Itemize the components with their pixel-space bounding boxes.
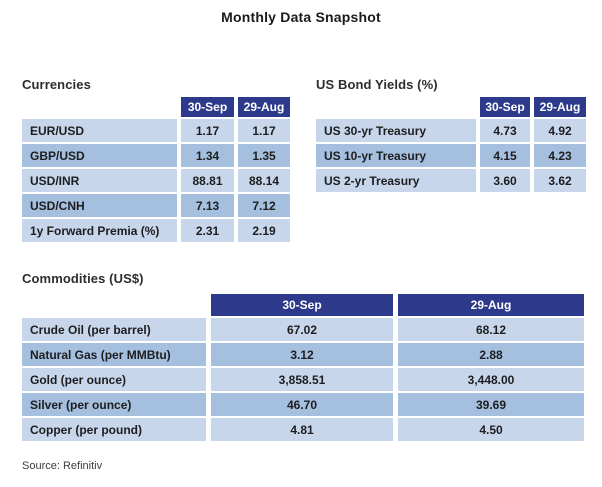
cell-value: 1.17: [181, 119, 234, 142]
cell-value: 4.73: [480, 119, 530, 142]
page-title: Monthly Data Snapshot: [221, 9, 381, 25]
row-label: US 10-yr Treasury: [316, 144, 476, 167]
cell-value: 68.12: [398, 318, 584, 341]
cell-value: 4.92: [534, 119, 586, 142]
commodities-corner-cell: [22, 294, 206, 316]
source-note: Source: Refinitiv: [22, 460, 103, 472]
row-label: EUR/USD: [22, 119, 177, 142]
row-label: Natural Gas (per MMBtu): [22, 343, 206, 366]
row-label: US 2-yr Treasury: [316, 169, 476, 192]
cell-value: 4.15: [480, 144, 530, 167]
row-label: US 30-yr Treasury: [316, 119, 476, 142]
currencies-section-label: Currencies: [22, 77, 91, 92]
cell-value: 3.62: [534, 169, 586, 192]
row-label: Gold (per ounce): [22, 368, 206, 391]
row-label: USD/INR: [22, 169, 177, 192]
commodities-col-header-30sep: 30-Sep: [211, 294, 393, 316]
currencies-col-header-30sep: 30-Sep: [181, 97, 234, 117]
cell-value: 88.81: [181, 169, 234, 192]
row-label: 1y Forward Premia (%): [22, 219, 177, 242]
cell-value: 88.14: [238, 169, 290, 192]
cell-value: 4.50: [398, 418, 584, 441]
currencies-col-header-29aug: 29-Aug: [238, 97, 290, 117]
row-label: USD/CNH: [22, 194, 177, 217]
cell-value: 1.17: [238, 119, 290, 142]
currencies-corner-cell: [22, 97, 177, 117]
row-label: Silver (per ounce): [22, 393, 206, 416]
cell-value: 4.81: [211, 418, 393, 441]
cell-value: 3.60: [480, 169, 530, 192]
bond-yields-section-label: US Bond Yields (%): [316, 77, 438, 92]
commodities-col-header-29aug: 29-Aug: [398, 294, 584, 316]
row-label: Copper (per pound): [22, 418, 206, 441]
cell-value: 7.13: [181, 194, 234, 217]
bond-yields-col-header-29aug: 29-Aug: [534, 97, 586, 117]
cell-value: 1.35: [238, 144, 290, 167]
row-label: GBP/USD: [22, 144, 177, 167]
cell-value: 2.31: [181, 219, 234, 242]
currencies-table: 30-Sep 29-Aug EUR/USD 1.17 1.17 GBP/USD …: [22, 97, 290, 242]
cell-value: 2.19: [238, 219, 290, 242]
commodities-table: 30-Sep 29-Aug Crude Oil (per barrel) 67.…: [22, 294, 584, 441]
cell-value: 4.23: [534, 144, 586, 167]
cell-value: 3.12: [211, 343, 393, 366]
cell-value: 3,858.51: [211, 368, 393, 391]
row-label: Crude Oil (per barrel): [22, 318, 206, 341]
cell-value: 39.69: [398, 393, 584, 416]
cell-value: 1.34: [181, 144, 234, 167]
bond-yields-corner-cell: [316, 97, 476, 117]
cell-value: 67.02: [211, 318, 393, 341]
bond-yields-col-header-30sep: 30-Sep: [480, 97, 530, 117]
bond-yields-table: 30-Sep 29-Aug US 30-yr Treasury 4.73 4.9…: [316, 97, 586, 192]
cell-value: 7.12: [238, 194, 290, 217]
commodities-section-label: Commodities (US$): [22, 271, 144, 286]
cell-value: 2.88: [398, 343, 584, 366]
cell-value: 3,448.00: [398, 368, 584, 391]
cell-value: 46.70: [211, 393, 393, 416]
